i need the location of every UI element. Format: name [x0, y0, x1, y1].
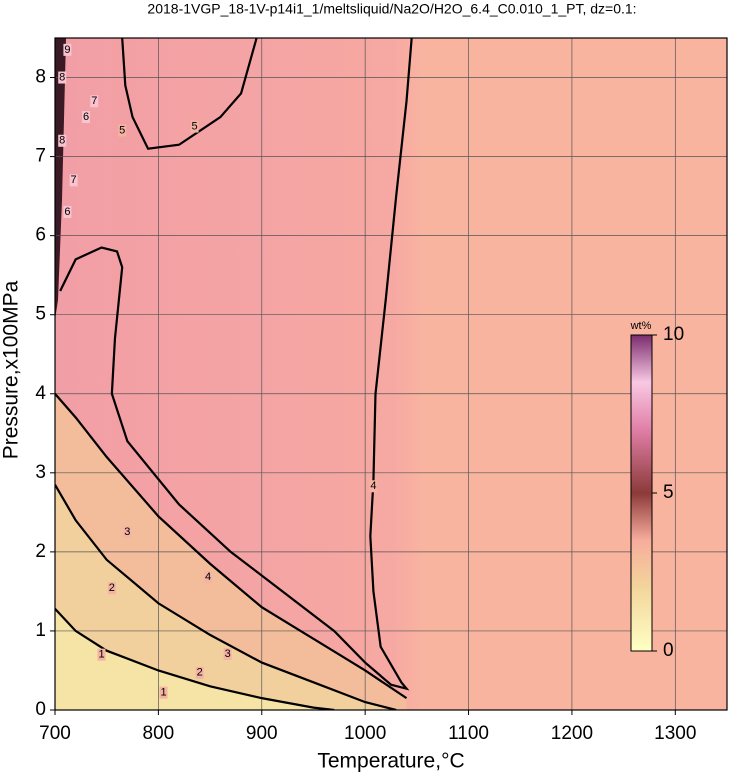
contour-label: 8 [59, 135, 65, 147]
x-tick-label: 1100 [448, 723, 489, 744]
contour-label-bg [195, 666, 204, 679]
y-axis-label: Pressure,x100MPa [0, 280, 23, 459]
steep-band [55, 38, 66, 320]
contour-line [59, 38, 413, 691]
y-tick-label: 4 [35, 383, 46, 404]
contour-label-bg [58, 134, 67, 147]
contour-label: 4 [370, 480, 376, 492]
contour-label-bg [90, 95, 99, 108]
contour-label: 2 [109, 582, 115, 594]
y-tick-label: 3 [35, 462, 46, 483]
colorbar-tick-label: 0 [663, 640, 674, 661]
x-axis-label: Temperature,°C [317, 750, 464, 773]
contour-label: 9 [64, 44, 70, 56]
contour-label: 7 [71, 174, 77, 186]
y-tick-label: 0 [35, 699, 46, 720]
plot-frame [54, 37, 728, 711]
x-tick-label: 1200 [551, 723, 593, 744]
contour-label-bg [123, 526, 132, 539]
contour-label-bg [69, 174, 78, 187]
colorbar-tick-label: 10 [663, 324, 684, 345]
contour-label-bg [63, 205, 72, 218]
contour-label-bg [58, 71, 67, 84]
contour-label: 1 [160, 687, 166, 699]
contour-line [55, 393, 408, 700]
y-tick-label: 5 [35, 304, 46, 325]
x-tick-label: 1300 [654, 723, 696, 744]
contour-label: 8 [59, 71, 65, 83]
contour-label-bg [223, 647, 232, 660]
contour-label: 7 [91, 95, 97, 107]
y-tick-label: 2 [35, 541, 46, 562]
contour-label: 1 [98, 649, 104, 661]
contour-label: 3 [124, 526, 130, 538]
x-tick-label: 700 [39, 723, 71, 744]
contour-band [55, 608, 335, 710]
contour-label: 5 [119, 124, 125, 136]
y-tick-label: 8 [35, 67, 46, 88]
contour-label: 6 [64, 206, 70, 218]
x-tick-label: 800 [143, 723, 175, 744]
contour-label-bg [107, 582, 116, 595]
contour-band [55, 484, 397, 710]
x-tick-label: 900 [246, 723, 278, 744]
colorbar-tick-label: 5 [663, 482, 674, 503]
contour-label: 3 [225, 648, 231, 660]
contour-line [55, 608, 335, 710]
y-tick-label: 1 [35, 620, 46, 641]
contour-label-bg [204, 571, 213, 584]
colorbar [630, 334, 653, 652]
contour-label: 5 [192, 120, 198, 132]
contour-label-bg [97, 648, 106, 661]
contour-label-bg [369, 480, 378, 493]
contour-line [121, 38, 258, 150]
chart-title: 2018-1VGP_18-1V-p14i1_1/meltsliquid/Na2O… [147, 1, 636, 17]
y-tick-label: 7 [35, 146, 46, 167]
contour-label-bg [82, 111, 91, 124]
contour-label: 2 [197, 667, 203, 679]
contour-label-bg [118, 124, 127, 137]
contour-label-bg [63, 43, 72, 56]
contour-label: 6 [83, 111, 89, 123]
colorbar-title: wt% [630, 320, 652, 332]
contour-label: 4 [205, 571, 211, 583]
contour-label-bg [159, 686, 168, 699]
x-tick-label: 1000 [344, 723, 386, 744]
contour-line [55, 484, 397, 710]
y-tick-label: 6 [35, 225, 46, 246]
contour-label-bg [190, 120, 199, 133]
